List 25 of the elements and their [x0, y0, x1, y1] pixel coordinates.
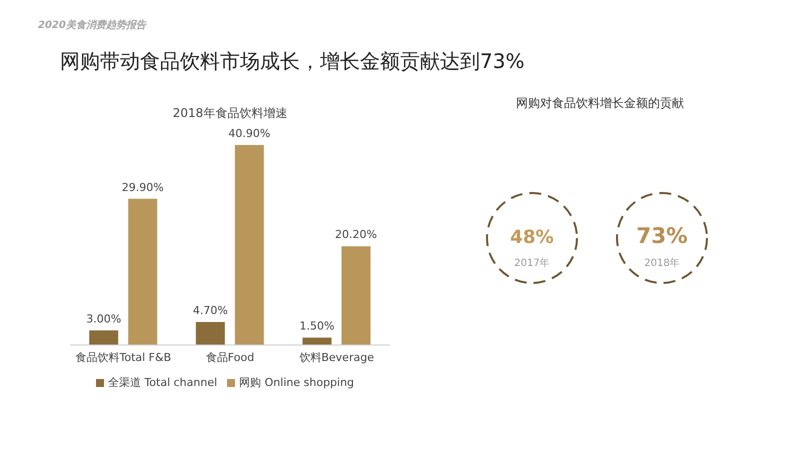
legend-label: 全渠道 Total channel [108, 376, 218, 389]
bar [234, 145, 264, 345]
x-tick-label: 饮料Beverage [298, 350, 374, 364]
chart-title: 2018年食品饮料增速 [172, 105, 288, 122]
category-label: 2018年 [644, 257, 680, 269]
category-label: 2017年 [514, 257, 550, 269]
bar [342, 246, 371, 345]
bar [196, 322, 225, 345]
data-label: 3.00% [86, 312, 122, 326]
text: 2020美食消费趋势报告 [38, 18, 146, 32]
text: 网购对食品饮料增长金额的贡献 [515, 95, 685, 112]
bar [89, 330, 118, 345]
data-label: 20.20% [335, 228, 378, 242]
data-label: 29.90% [122, 180, 164, 194]
data-label: 73% [636, 224, 688, 249]
data-label: 40.90% [228, 127, 270, 140]
data-label: 48% [510, 227, 554, 248]
x-tick-label: 食品Food [206, 350, 254, 364]
bar [128, 198, 158, 345]
text: 网购带动食品饮料市场成长，增长金额贡献达到73% [60, 48, 524, 75]
x-tick-label: 食品饮料Total F&B [76, 350, 172, 364]
data-label: 1.50% [300, 320, 335, 333]
bar [302, 338, 332, 345]
legend-label: 网购 Online shopping [239, 376, 354, 389]
data-label: 4.70% [192, 304, 228, 318]
